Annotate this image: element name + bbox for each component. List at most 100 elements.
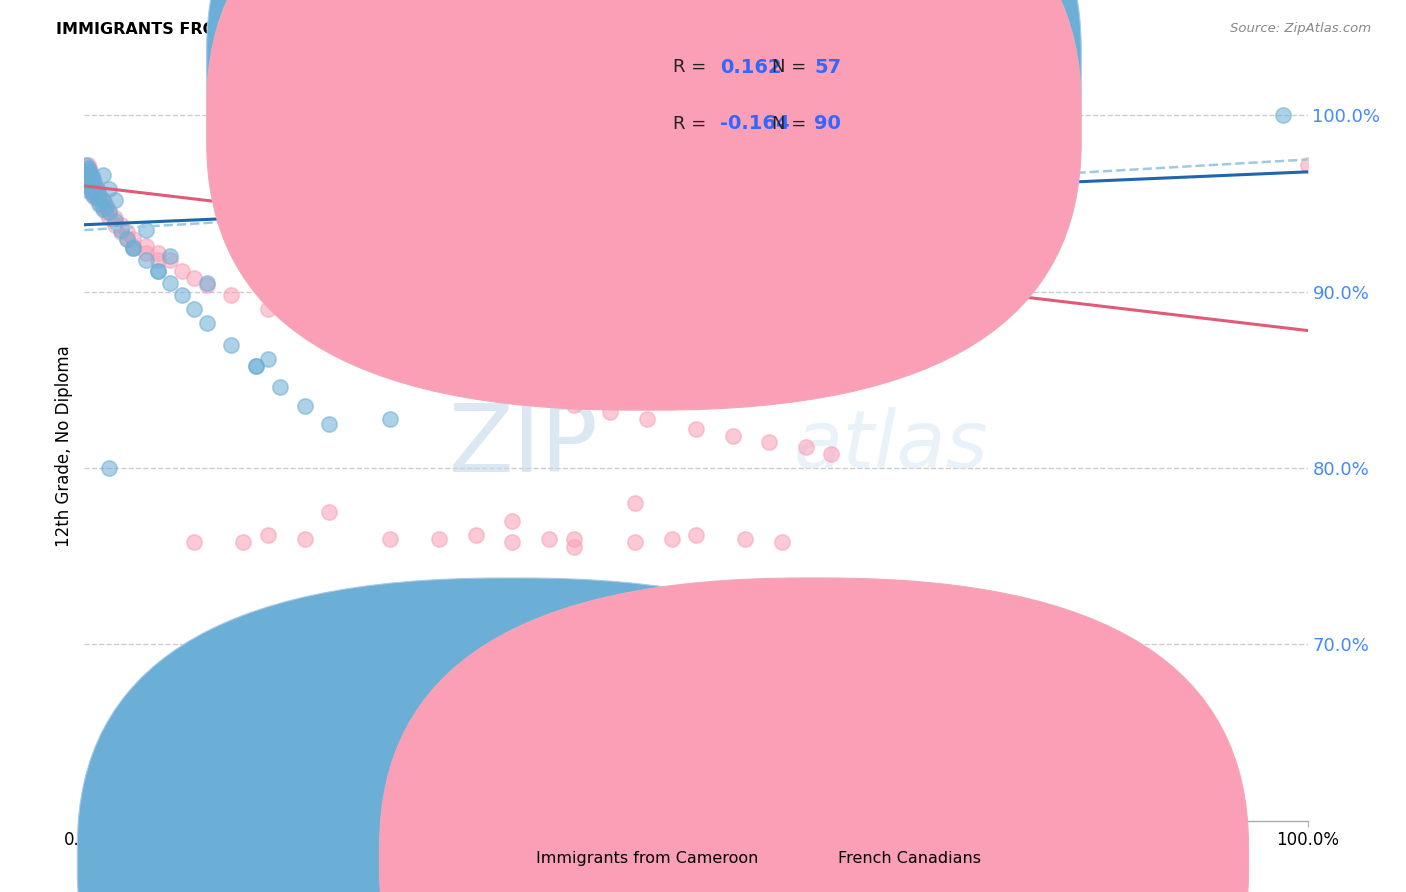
Point — [77, 169, 100, 183]
Point — [172, 288, 194, 302]
Point — [97, 182, 120, 196]
Y-axis label: 12th Grade, No Diploma: 12th Grade, No Diploma — [55, 345, 73, 547]
Point — [685, 422, 707, 436]
Point — [219, 288, 242, 302]
Point — [96, 205, 118, 219]
Point — [464, 528, 486, 542]
Text: French Canadians: French Canadians — [838, 852, 981, 866]
Point — [84, 186, 107, 200]
Point — [84, 178, 107, 193]
Point — [232, 535, 254, 549]
Point — [440, 369, 463, 384]
Point — [257, 528, 280, 542]
Point — [115, 225, 138, 239]
Point — [1296, 158, 1319, 172]
Point — [86, 189, 108, 203]
Point — [91, 193, 114, 207]
Point — [380, 411, 402, 425]
Point — [122, 239, 145, 253]
Point — [115, 232, 138, 246]
Point — [79, 178, 101, 193]
Point — [135, 246, 157, 260]
Point — [97, 461, 120, 475]
Point — [115, 232, 138, 246]
Point — [195, 276, 218, 290]
Point — [77, 170, 100, 185]
Point — [83, 184, 105, 198]
Point — [562, 532, 585, 546]
Point — [146, 263, 169, 277]
Point — [770, 535, 793, 549]
Point — [77, 161, 100, 176]
Point — [318, 328, 340, 343]
Text: -0.164: -0.164 — [720, 114, 790, 133]
Point — [513, 385, 536, 400]
Point — [135, 223, 157, 237]
Point — [219, 337, 242, 351]
Point — [721, 429, 744, 443]
Point — [86, 191, 108, 205]
Point — [82, 172, 104, 186]
Point — [77, 158, 100, 172]
Point — [79, 172, 101, 186]
Point — [77, 169, 100, 183]
Point — [122, 241, 145, 255]
Point — [685, 528, 707, 542]
Text: R =: R = — [673, 58, 713, 76]
Point — [758, 434, 780, 449]
Point — [77, 161, 100, 176]
Point — [77, 163, 100, 178]
Point — [80, 182, 103, 196]
Point — [183, 302, 205, 317]
Point — [104, 214, 127, 228]
Point — [122, 241, 145, 255]
Point — [80, 184, 103, 198]
Point — [96, 200, 118, 214]
Point — [110, 218, 132, 232]
Point — [80, 170, 103, 185]
Text: IMMIGRANTS FROM CAMEROON VS FRENCH CANADIAN 12TH GRADE, NO DIPLOMA CORRELATION C: IMMIGRANTS FROM CAMEROON VS FRENCH CANAD… — [56, 22, 995, 37]
Point — [146, 263, 169, 277]
Point — [82, 187, 104, 202]
Point — [75, 158, 97, 172]
Point — [172, 263, 194, 277]
Point — [734, 532, 756, 546]
Point — [83, 177, 105, 191]
Point — [77, 176, 100, 190]
Text: N =: N = — [772, 58, 811, 76]
Point — [96, 198, 118, 212]
Point — [502, 514, 524, 528]
Point — [77, 177, 100, 191]
Point — [159, 250, 181, 264]
Point — [661, 532, 683, 546]
Point — [86, 182, 108, 196]
Point — [538, 532, 561, 546]
Point — [91, 202, 114, 216]
Point — [104, 218, 127, 232]
Point — [80, 176, 103, 190]
Point — [269, 380, 291, 394]
Point — [794, 440, 817, 454]
Point — [87, 196, 110, 211]
Point — [77, 165, 100, 179]
Point — [104, 193, 127, 207]
Point — [831, 644, 853, 658]
Point — [97, 205, 120, 219]
Point — [82, 178, 104, 193]
Point — [91, 200, 114, 214]
Point — [380, 532, 402, 546]
Point — [294, 400, 316, 414]
Text: 90: 90 — [814, 114, 841, 133]
Text: N =: N = — [772, 115, 811, 133]
Point — [82, 180, 104, 194]
Text: Immigrants from Cameroon: Immigrants from Cameroon — [536, 852, 758, 866]
Point — [122, 232, 145, 246]
Point — [318, 417, 340, 431]
Point — [97, 203, 120, 218]
Point — [97, 211, 120, 225]
Point — [91, 169, 114, 183]
Point — [83, 189, 105, 203]
Point — [82, 174, 104, 188]
Point — [599, 404, 621, 418]
Point — [624, 496, 647, 510]
